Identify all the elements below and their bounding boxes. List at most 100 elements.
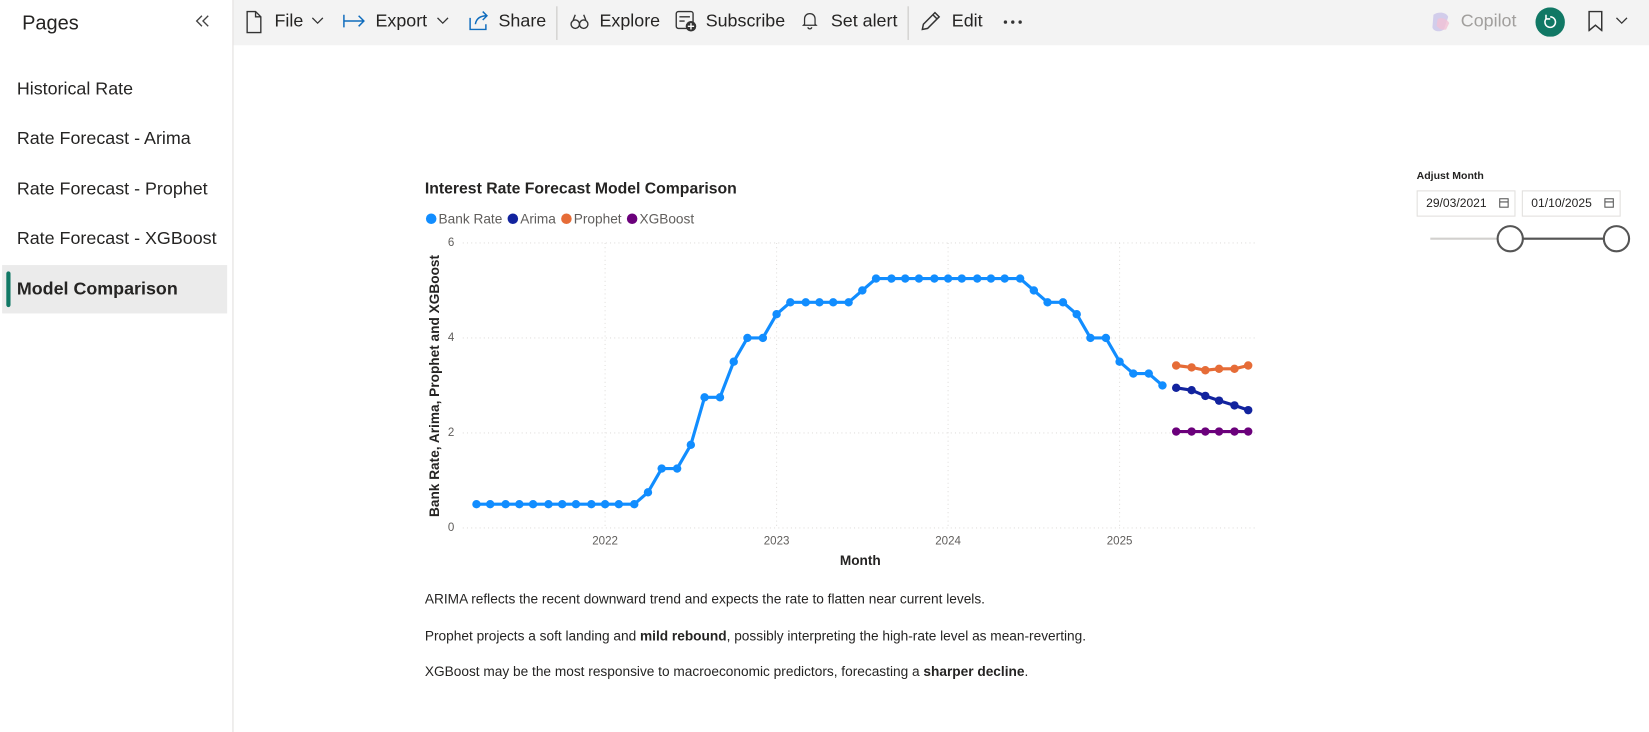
x-axis-title: Month xyxy=(840,553,881,568)
toolbar: File Export Share Explore Subscribe Set … xyxy=(233,0,1649,46)
y-tick-label: 4 xyxy=(448,332,455,344)
legend-label: Prophet xyxy=(574,211,622,226)
data-point xyxy=(887,274,896,283)
series-line xyxy=(476,276,1164,506)
edit-button[interactable]: Edit xyxy=(951,10,983,31)
data-point xyxy=(930,274,939,283)
subscribe-icon xyxy=(675,10,697,32)
data-point xyxy=(815,298,824,307)
chevron xyxy=(437,17,449,25)
data-point xyxy=(1201,391,1210,401)
data-point xyxy=(528,499,538,509)
data-point xyxy=(973,274,982,283)
note: ARIMA reflects the recent downward trend… xyxy=(425,591,985,607)
active-page-bg xyxy=(2,265,228,314)
data-point xyxy=(1243,405,1253,415)
data-point xyxy=(1171,361,1181,370)
data-point xyxy=(600,499,610,509)
page-tab[interactable]: Historical Rate xyxy=(16,78,134,99)
collapse-button[interactable] xyxy=(194,14,211,29)
end-date-input[interactable]: 01/10/2025 xyxy=(1521,190,1621,217)
data-point xyxy=(501,499,510,509)
data-point xyxy=(1000,274,1009,283)
note-text: ARIMA reflects the recent downward trend… xyxy=(424,591,985,607)
separator xyxy=(556,6,558,40)
data-point xyxy=(844,298,853,307)
data-point xyxy=(558,499,567,509)
data-point xyxy=(686,440,696,450)
subscribe-button[interactable]: Subscribe xyxy=(705,10,786,31)
copilot-icon xyxy=(1432,12,1450,32)
note-text: . xyxy=(1024,663,1029,680)
data-point xyxy=(1187,427,1196,436)
copilot-button[interactable]: Copilot xyxy=(1460,10,1517,31)
share-button[interactable]: Share xyxy=(498,10,547,31)
data-point xyxy=(643,488,653,497)
more-button[interactable] xyxy=(1002,19,1023,25)
edit-icon xyxy=(921,11,941,31)
start-date-input[interactable]: 29/03/2021 xyxy=(1416,190,1516,217)
file-menu[interactable]: File xyxy=(274,10,304,31)
page-tab[interactable]: Rate Forecast - Prophet xyxy=(16,178,208,199)
data-point xyxy=(1072,309,1081,319)
data-point xyxy=(700,393,709,402)
data-point xyxy=(1230,401,1239,410)
note-text: Prophet projects a soft landing and xyxy=(424,627,640,644)
data-point xyxy=(1129,369,1138,378)
export-icon xyxy=(343,14,365,28)
explore-icon xyxy=(570,14,589,30)
data-point xyxy=(1230,427,1239,436)
chevron xyxy=(311,17,324,25)
calendar-icon xyxy=(1499,198,1509,208)
data-point xyxy=(943,274,953,283)
legend-label: XGBoost xyxy=(639,211,694,226)
data-point xyxy=(871,274,881,283)
x-tick-label: 2023 xyxy=(764,536,790,548)
data-point xyxy=(571,499,581,509)
data-point xyxy=(901,274,910,283)
calendar-icon xyxy=(1604,198,1614,208)
data-point xyxy=(1214,396,1224,405)
separator xyxy=(907,6,909,40)
date-slider[interactable] xyxy=(1425,223,1635,255)
legend-label: Bank Rate xyxy=(439,211,503,226)
data-point xyxy=(515,499,524,509)
data-point xyxy=(630,499,639,509)
slider-handle[interactable] xyxy=(1602,225,1631,253)
data-point xyxy=(1171,383,1181,393)
y-axis-title: Bank Rate, Arima, Prophet and XGBoost xyxy=(427,255,442,517)
data-point xyxy=(657,464,666,473)
data-point xyxy=(914,274,924,283)
data-point xyxy=(1201,427,1210,436)
pages-pane: Pages Historical Rate Rate Forecast - Ar… xyxy=(0,0,234,732)
data-point xyxy=(544,499,553,509)
data-point xyxy=(587,499,596,509)
slider-handle[interactable] xyxy=(1496,225,1524,253)
data-point xyxy=(828,298,838,307)
data-point xyxy=(729,357,738,366)
data-point xyxy=(1015,274,1025,283)
legend-label: Arima xyxy=(520,211,556,226)
data-point xyxy=(858,286,867,295)
page-tab[interactable]: Rate Forecast - XGBoost xyxy=(16,228,217,249)
refresh-button[interactable] xyxy=(1535,7,1565,37)
export-menu[interactable]: Export xyxy=(375,10,428,31)
data-point xyxy=(1187,385,1196,395)
data-point xyxy=(614,499,624,509)
data-point xyxy=(1144,369,1153,378)
x-tick-label: 2025 xyxy=(1107,536,1133,548)
data-point xyxy=(1101,333,1111,343)
legend-marker xyxy=(507,213,519,225)
data-point xyxy=(986,274,996,283)
y-tick-label: 0 xyxy=(448,522,454,534)
y-tick-label: 2 xyxy=(448,427,454,439)
page-tab[interactable]: Rate Forecast - Arima xyxy=(16,128,191,149)
data-point xyxy=(801,298,810,307)
page-tab-active[interactable]: Model Comparison xyxy=(16,278,178,299)
bookmark-button[interactable] xyxy=(1587,10,1604,32)
set-alert-button[interactable]: Set alert xyxy=(830,10,898,31)
explore-button[interactable]: Explore xyxy=(599,10,661,31)
x-tick-label: 2022 xyxy=(592,536,618,548)
data-point xyxy=(1243,361,1253,370)
